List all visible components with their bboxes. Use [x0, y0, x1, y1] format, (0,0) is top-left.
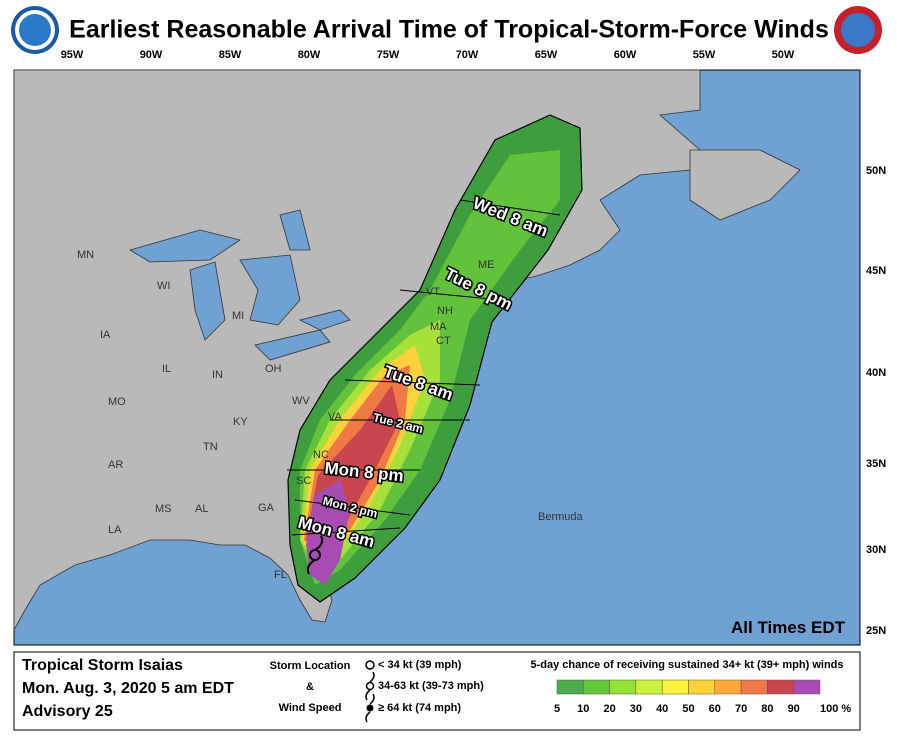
lat-label: 45N [866, 265, 886, 277]
key-title: Storm Location & Wind Speed [270, 660, 351, 714]
place-label: ME [478, 259, 495, 271]
legend-title: 5-day chance of receiving sustained 34+ … [531, 659, 844, 671]
time-note: All Times EDT [731, 618, 846, 637]
lat-label: 40N [866, 367, 886, 379]
legend-label: 5 [554, 703, 560, 715]
place-label: LA [108, 524, 122, 536]
map [13, 69, 861, 646]
legend-label: 80 [761, 703, 773, 715]
lon-label: 80W [298, 49, 321, 61]
legend-label: 10 [577, 703, 589, 715]
place-label: AR [108, 459, 123, 471]
place-label: MO [108, 396, 126, 408]
lat-label: 50N [866, 165, 886, 177]
lon-label: 50W [772, 49, 795, 61]
place-label: NH [437, 305, 453, 317]
legend-label: 20 [603, 703, 615, 715]
place-label: TN [203, 441, 218, 453]
place-label: MI [232, 310, 244, 322]
place-label: VA [328, 411, 343, 423]
key-title-line: Wind Speed [279, 702, 342, 714]
place-label: FL [274, 569, 287, 581]
key-item: 34-63 kt (39-73 mph) [378, 680, 484, 692]
place-label: AL [195, 503, 208, 515]
legend-swatch [714, 679, 742, 695]
title: Earliest Reasonable Arrival Time of Trop… [69, 16, 829, 44]
lon-label: 85W [219, 49, 242, 61]
place-label: CT [436, 335, 451, 347]
key-title-line: & [306, 681, 314, 693]
place-labels: MN WI MI IA IL IN OH MO KY WV VA TN AR N… [77, 249, 584, 581]
place-label: KY [233, 416, 248, 428]
place-label: IL [162, 363, 171, 375]
lat-label: 25N [866, 625, 886, 637]
legend-label: 70 [735, 703, 747, 715]
legend-swatch [740, 679, 768, 695]
legend: 5 10 20 30 40 50 60 70 80 90 100 % [554, 679, 851, 715]
legend-swatch [583, 679, 610, 695]
key-item: ≥ 64 kt (74 mph) [378, 702, 461, 714]
legend-label: 50 [682, 703, 694, 715]
lon-label: 90W [140, 49, 163, 61]
legend-label: 30 [630, 703, 642, 715]
lon-label: 60W [614, 49, 637, 61]
lat-label: 30N [866, 544, 886, 556]
latitude-labels: 50N 45N 40N 35N 30N 25N [866, 165, 886, 637]
place-label: GA [258, 502, 275, 514]
lon-label: 70W [456, 49, 479, 61]
storm-key: < 34 kt (39 mph) 34-63 kt (39-73 mph) ≥ … [365, 659, 484, 723]
place-label: MS [155, 503, 172, 515]
legend-swatch [635, 679, 663, 695]
place-label: MN [77, 249, 94, 261]
lon-label: 75W [377, 49, 400, 61]
lon-label: 55W [693, 49, 716, 61]
advisory-number: Advisory 25 [22, 703, 113, 720]
key-item: < 34 kt (39 mph) [378, 659, 462, 671]
logos [11, 6, 882, 54]
place-label: WI [157, 280, 170, 292]
lon-label: 65W [535, 49, 558, 61]
place-label: VT [426, 286, 440, 298]
legend-label: 40 [656, 703, 668, 715]
place-label: IN [212, 369, 223, 381]
legend-label: 90 [788, 703, 800, 715]
place-label: IA [100, 329, 111, 341]
legend-swatch [767, 679, 794, 695]
key-title-line: Storm Location [270, 660, 351, 672]
place-label: Bermuda [538, 511, 584, 523]
advisory-date: Mon. Aug. 3, 2020 5 am EDT [22, 680, 234, 697]
lon-label: 95W [61, 49, 84, 61]
place-label: OH [265, 363, 282, 375]
legend-swatch [688, 679, 716, 695]
place-label: MA [430, 321, 447, 333]
legend-label: 60 [709, 703, 721, 715]
storm-name: Tropical Storm Isaias [22, 657, 183, 674]
place-label: WV [292, 395, 310, 407]
legend-label: 100 % [820, 703, 851, 715]
legend-swatch [556, 679, 584, 695]
longitude-labels: 95W 90W 85W 80W 75W 70W 65W 60W 55W 50W [61, 49, 795, 61]
legend-swatch [609, 679, 637, 695]
place-label: NC [313, 449, 329, 461]
legend-swatch [661, 679, 689, 695]
lat-label: 35N [866, 458, 886, 470]
place-label: SC [296, 475, 311, 487]
legend-swatch [793, 679, 821, 695]
